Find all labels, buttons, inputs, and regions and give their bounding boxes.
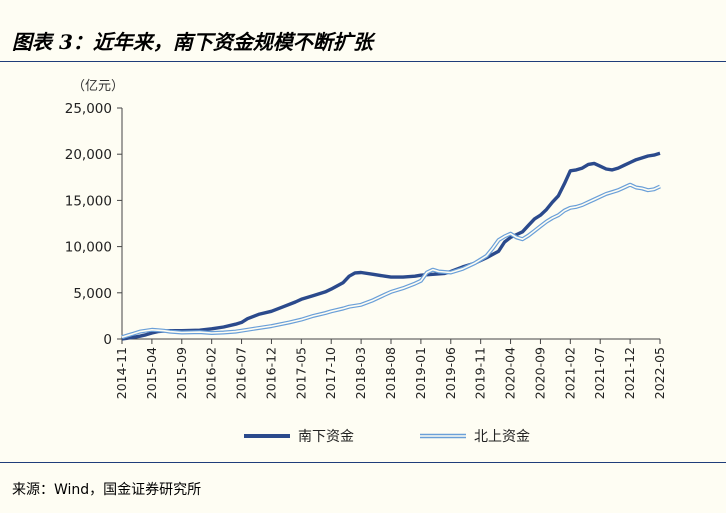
series-line-1 — [121, 151, 661, 341]
x-tick-label: 2020-09 — [532, 347, 547, 399]
series-line-2 — [121, 182, 661, 340]
x-tick-label: 2017-10 — [323, 347, 338, 399]
source-note: 来源：Wind，国金证券研究所 — [12, 482, 202, 498]
chart-title: 图表 3：近年来，南下资金规模不断扩张 — [12, 30, 373, 54]
x-tick-label: 2020-04 — [503, 347, 518, 399]
x-tick-label: 2019-01 — [413, 347, 428, 399]
x-tick-label: 2021-12 — [622, 347, 637, 399]
x-tick-label: 2016-12 — [263, 347, 278, 399]
x-tick-label: 2015-09 — [174, 347, 189, 399]
title-bar: 图表 3：近年来，南下资金规模不断扩张 — [0, 0, 726, 62]
x-tick-label: 2019-11 — [473, 347, 488, 399]
x-tick-label: 2016-07 — [234, 347, 249, 399]
x-tick-label: 2021-07 — [592, 347, 607, 399]
y-tick-label: 20,000 — [65, 147, 112, 163]
legend-label-2: 北上资金 — [474, 429, 530, 445]
x-tick-label: 2018-03 — [353, 347, 368, 399]
x-tick-label: 2019-06 — [443, 347, 458, 399]
line-chart: （亿元） 0 5,000 10,000 15,000 20,000 25,000 2014-1… — [65, 79, 667, 445]
y-tick-label: 0 — [103, 332, 112, 348]
x-tick-label: 2015-04 — [144, 347, 159, 399]
chart-area: （亿元） 0 5,000 10,000 15,000 20,000 25,000 2014-1… — [0, 62, 726, 462]
x-tick-label: 2018-08 — [383, 347, 398, 399]
y-tick-label: 15,000 — [65, 193, 112, 209]
x-tick-label: 2016-02 — [204, 347, 219, 399]
y-unit-label: （亿元） — [72, 79, 124, 94]
x-tick-label: 2022-05 — [652, 347, 667, 399]
x-tick-label: 2014-11 — [114, 347, 129, 399]
source-bar: 来源：Wind，国金证券研究所 — [0, 462, 726, 513]
y-tick-label: 5,000 — [73, 286, 112, 302]
legend-label-1: 南下资金 — [298, 429, 354, 445]
y-tick-label: 25,000 — [65, 101, 112, 117]
x-tick-label: 2017-05 — [293, 347, 308, 399]
series-line-2-inner — [121, 183, 661, 338]
y-tick-label: 10,000 — [65, 240, 112, 256]
x-tick-label: 2021-02 — [562, 347, 577, 399]
